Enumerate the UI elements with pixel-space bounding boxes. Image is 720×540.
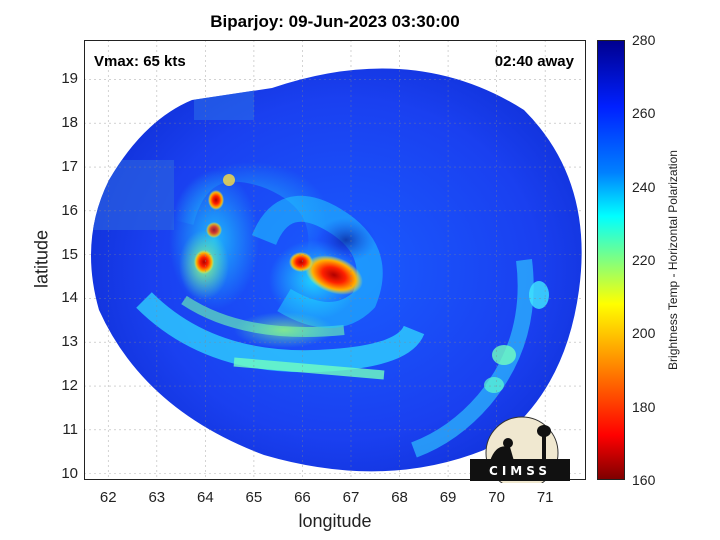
colorbar-tick-label: 160 — [632, 472, 656, 488]
y-tick-label: 10 — [61, 464, 78, 482]
y-axis-label: latitude — [31, 229, 52, 289]
y-tick-label: 15 — [61, 245, 78, 263]
colorbar — [597, 40, 625, 480]
y-tick-label: 12 — [61, 377, 78, 395]
y-tick-label: 11 — [62, 420, 78, 438]
y-tick-label: 13 — [61, 333, 78, 351]
y-tick-label: 16 — [61, 201, 78, 219]
time-away-label: 02:40 away — [494, 53, 574, 70]
x-tick-label: 66 — [294, 489, 311, 506]
x-tick-label: 63 — [148, 489, 166, 506]
x-tick-label: 67 — [342, 489, 360, 506]
map-title: Biparjoy: 09-Jun-2023 03:30:00 — [210, 12, 460, 31]
swath-area — [91, 68, 582, 472]
x-axis-label: longitude — [298, 511, 372, 531]
colorbar-tick-label: 180 — [632, 398, 656, 415]
y-tick-label: 19 — [61, 70, 78, 88]
satellite-swath-plot — [84, 40, 586, 480]
vmax-label: Vmax: 65 kts — [94, 53, 186, 70]
x-tick-label: 62 — [99, 489, 117, 506]
y-tick-label: 14 — [61, 289, 78, 307]
y-tick-label: 18 — [61, 114, 78, 132]
colorbar-tick-label: 220 — [632, 252, 656, 268]
colorbar-label: Brightness Temp - Horizontal Polarizatio… — [666, 150, 680, 370]
colorbar-tick-label: 200 — [632, 325, 656, 342]
x-tick-label: 64 — [197, 489, 214, 506]
x-tick-label: 69 — [439, 489, 457, 506]
colorbar-tick-label: 240 — [632, 178, 656, 195]
swath-image — [84, 40, 584, 478]
x-tick-label: 70 — [488, 489, 505, 506]
x-tick-label: 68 — [391, 489, 408, 506]
y-tick-label: 17 — [61, 158, 78, 176]
cimss-logo: CIMSS — [470, 413, 570, 490]
logo-text: CIMSS — [489, 464, 551, 478]
x-tick-label: 71 — [536, 489, 554, 506]
x-tick-label: 65 — [245, 489, 263, 506]
colorbar-tick-label: 260 — [632, 105, 656, 122]
colorbar-tick-label: 280 — [632, 32, 656, 48]
